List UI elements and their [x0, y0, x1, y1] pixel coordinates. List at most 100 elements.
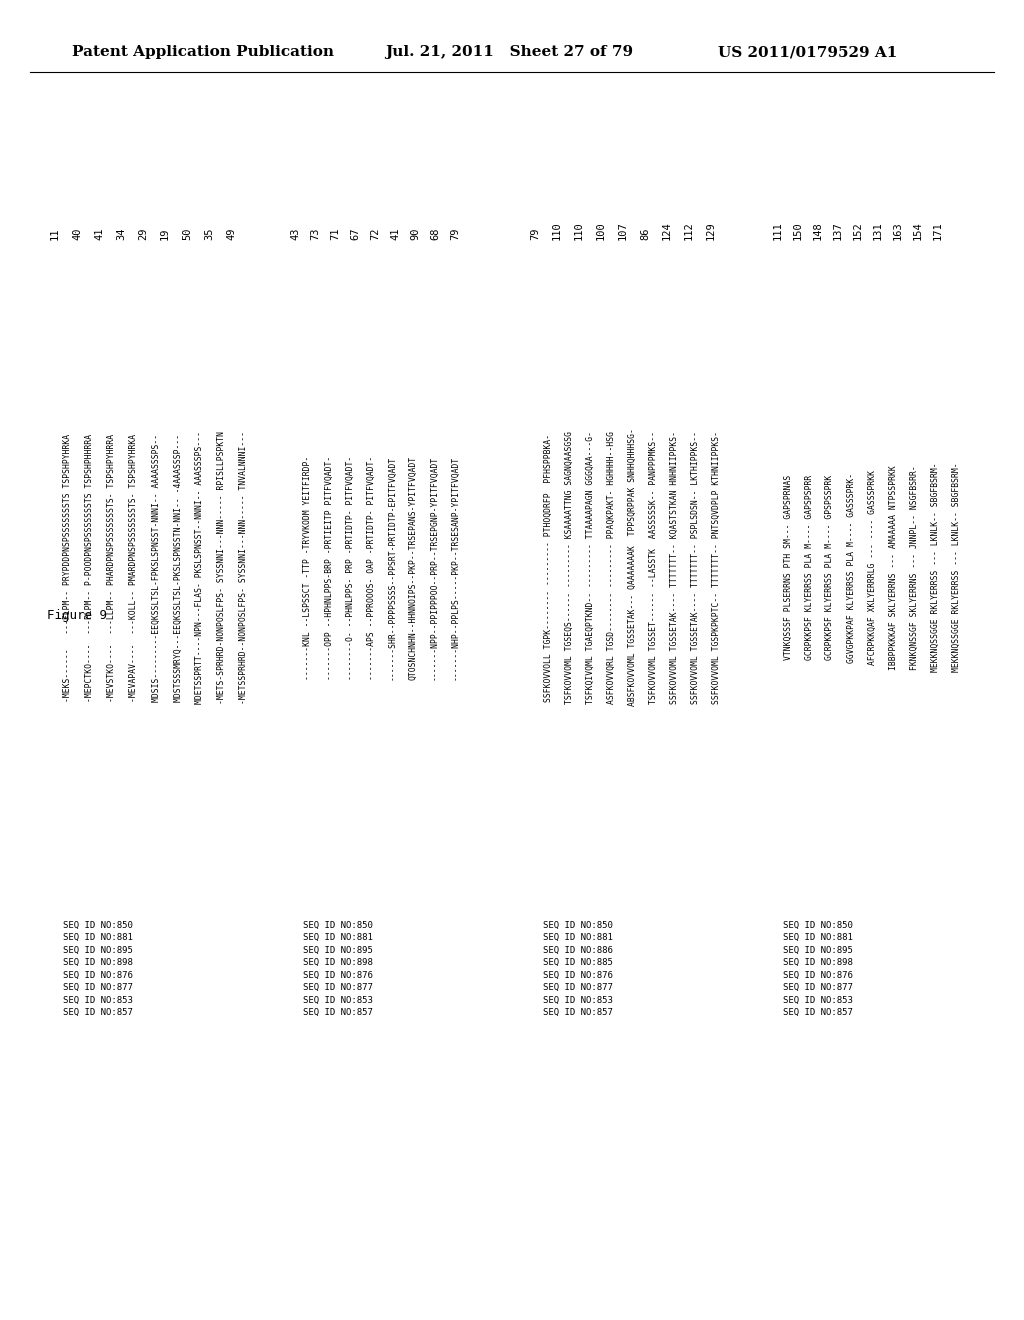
Text: GCRPKKPSF KLYERRSS PLA M---- GPSPSSPRK: GCRPKKPSF KLYERRSS PLA M---- GPSPSSPRK — [825, 475, 835, 660]
Text: TSFKOVVOML TGSEQS------ --------- KSAAAATTNG SAGNQAASGSG: TSFKOVVOML TGSEQS------ --------- KSAAAA… — [564, 432, 573, 704]
Text: SEQ ID NO:853: SEQ ID NO:853 — [543, 995, 613, 1005]
Text: 171: 171 — [933, 222, 943, 240]
Text: 43: 43 — [290, 227, 300, 240]
Text: SEQ ID NO:898: SEQ ID NO:898 — [63, 958, 133, 968]
Text: SEQ ID NO:877: SEQ ID NO:877 — [303, 983, 373, 993]
Text: SEQ ID NO:853: SEQ ID NO:853 — [63, 995, 133, 1005]
Text: 110: 110 — [574, 222, 584, 240]
Text: ABSFKOVVOML TGSSETAK--- QAAAAAAAK  TPPSQRPPAK SNHHQHHHSG-: ABSFKOVVOML TGSSETAK--- QAAAAAAAK TPPSQR… — [628, 429, 637, 706]
Text: -MEVAPAV----  ---KOLL-- PMARDPNSPSSSSSSSTS- TSPSHPYHRKA: -MEVAPAV---- ---KOLL-- PMARDPNSPSSSSSSST… — [129, 433, 138, 701]
Text: 67: 67 — [350, 227, 360, 240]
Text: SSFKOVVOML TGSPKPKPTC-- TTTTTTT-- PNTSQVDPLP KTHNIIPPKS-: SSFKOVVOML TGSPKPKPTC-- TTTTTTT-- PNTSQV… — [712, 432, 721, 704]
Text: Jul. 21, 2011   Sheet 27 of 79: Jul. 21, 2011 Sheet 27 of 79 — [385, 45, 633, 59]
Text: 11: 11 — [50, 227, 60, 240]
Text: 41: 41 — [390, 227, 400, 240]
Text: SSFKOVVOML TGSSETAK---- TTTTTTT-- PSPLSDSN-- LKTHIPPKS--: SSFKOVVOML TGSSETAK---- TTTTTTT-- PSPLSD… — [690, 432, 699, 704]
Text: 163: 163 — [893, 222, 903, 240]
Text: -------NHP--PPLPS-----PKP--TRSESANP-YPITFVQADT: -------NHP--PPLPS-----PKP--TRSESANP-YPIT… — [451, 455, 460, 680]
Text: 152: 152 — [853, 222, 863, 240]
Text: SEQ ID NO:885: SEQ ID NO:885 — [543, 958, 613, 968]
Text: 154: 154 — [913, 222, 923, 240]
Text: SEQ ID NO:898: SEQ ID NO:898 — [303, 958, 373, 968]
Text: 124: 124 — [662, 222, 672, 240]
Text: 34: 34 — [116, 227, 126, 240]
Text: --------O- --PHNLPPS- PRP -PRTIDTP- PITFVQADT-: --------O- --PHNLPPS- PRP -PRTIDTP- PITF… — [345, 455, 354, 680]
Text: SEQ ID NO:895: SEQ ID NO:895 — [63, 945, 133, 954]
Text: QTOSNCHNHN--HHNNOIPS--PKP--TRSEPANS-YPITFVQADT: QTOSNCHNHN--HHNNOIPS--PKP--TRSEPANS-YPIT… — [409, 455, 418, 680]
Text: TSFKQIVQML TGAEQPTKND-- --------- TTAAAAPAGN GGGQAA---G-: TSFKQIVQML TGAEQPTKND-- --------- TTAAAA… — [586, 432, 595, 704]
Text: 86: 86 — [640, 227, 650, 240]
Text: -MEVSTKO----  ---LLPM-- PHARDPNSPSSSSSSSTS- TSPSHPYHRRA: -MEVSTKO---- ---LLPM-- PHARDPNSPSSSSSSST… — [108, 433, 117, 701]
Text: 49: 49 — [226, 227, 236, 240]
Text: SEQ ID NO:850: SEQ ID NO:850 — [303, 920, 373, 929]
Text: MDSTSSSMRYQ---EEQKSSLTSL-PKSLSPNSSTN-NNI-- -4AAASSSP---: MDSTSSSMRYQ---EEQKSSLTSL-PKSLSPNSSTN-NNI… — [173, 433, 182, 701]
Text: SEQ ID NO:850: SEQ ID NO:850 — [783, 920, 853, 929]
Text: 110: 110 — [552, 222, 562, 240]
Text: -METSSPRHRD--NONPOSLFPS- SYSSNNI---NNN----- TNVALNNNI---: -METSSPRHRD--NONPOSLFPS- SYSSNNI---NNN--… — [240, 432, 249, 704]
Text: 129: 129 — [706, 222, 716, 240]
Text: SEQ ID NO:886: SEQ ID NO:886 — [543, 945, 613, 954]
Text: MDETSSPRTT----NPN---FLAS- PKSLSPNSST--NNNI-- AAASSSPS---: MDETSSPRTT----NPN---FLAS- PKSLSPNSST--NN… — [196, 432, 205, 704]
Text: -------NPP--PPIPPPOO--PRP--TRSEPGNP-YPITFVQADT: -------NPP--PPIPPPOO--PRP--TRSEPGNP-YPIT… — [429, 455, 438, 680]
Text: -MEKS------   ---FLPM-- PRYPDDPNSPSSSSSSSTS TSPSHPYHRKA: -MEKS------ ---FLPM-- PRYPDDPNSPSSSSSSST… — [63, 433, 73, 701]
Text: SEQ ID NO:877: SEQ ID NO:877 — [783, 983, 853, 993]
Text: SEQ ID NO:877: SEQ ID NO:877 — [543, 983, 613, 993]
Text: -------APS --PPROOOS- OAP -PRTIDTP- PITFVQADT-: -------APS --PPROOOS- OAP -PRTIDTP- PITF… — [367, 455, 376, 680]
Text: 72: 72 — [370, 227, 380, 240]
Text: Patent Application Publication: Patent Application Publication — [72, 45, 334, 59]
Text: 90: 90 — [410, 227, 420, 240]
Text: -------SHR--PPPPSSSS--PPSRT-PRTIDTP-EPITFVQADT: -------SHR--PPPPSSSS--PPSRT-PRTIDTP-EPIT… — [387, 455, 396, 680]
Text: 73: 73 — [310, 227, 319, 240]
Text: -MEPCTKO----  ---FLPM-- P-POODPNSPSSSSSSSTS TSPSHPHHRRA: -MEPCTKO---- ---FLPM-- P-POODPNSPSSSSSSS… — [85, 433, 94, 701]
Text: SEQ ID NO:876: SEQ ID NO:876 — [543, 970, 613, 979]
Text: SEQ ID NO:857: SEQ ID NO:857 — [63, 1008, 133, 1016]
Text: ASFKOVVQRL TGSD-------- --------- PPAQKPAKT- HGHHHH--HSG: ASFKOVVQRL TGSD-------- --------- PPAQKP… — [606, 432, 615, 704]
Text: 137: 137 — [833, 222, 843, 240]
Text: SEQ ID NO:853: SEQ ID NO:853 — [783, 995, 853, 1005]
Text: Figure 9: Figure 9 — [47, 609, 106, 622]
Text: 111: 111 — [773, 222, 783, 240]
Text: 150: 150 — [793, 222, 803, 240]
Text: MDSIS---------EEQKSSLTSL-FPKSLSPNSST-NNNI-- AAAASSSPS--: MDSIS---------EEQKSSLTSL-FPKSLSPNSST-NNN… — [152, 433, 161, 701]
Text: SEQ ID NO:898: SEQ ID NO:898 — [783, 958, 853, 968]
Text: 41: 41 — [94, 227, 104, 240]
Text: 100: 100 — [596, 222, 606, 240]
Text: GCRPKKPSF KLYERRSS PLA M---- GAPSPSPRR: GCRPKKPSF KLYERRSS PLA M---- GAPSPSPRR — [805, 475, 813, 660]
Text: SSFKOVVOML TGSSETAK---- TTTTTTT-- KQASTSTKAN HNHNIIPPKS-: SSFKOVVOML TGSSETAK---- TTTTTTT-- KQASTS… — [670, 432, 679, 704]
Text: 50: 50 — [182, 227, 193, 240]
Text: 35: 35 — [204, 227, 214, 240]
Text: SEQ ID NO:881: SEQ ID NO:881 — [63, 933, 133, 942]
Text: SEQ ID NO:857: SEQ ID NO:857 — [783, 1008, 853, 1016]
Text: SEQ ID NO:881: SEQ ID NO:881 — [543, 933, 613, 942]
Text: -------KNL --LSPSSCT -TTP -TRYVKODM YEITFIRDP-: -------KNL --LSPSSCT -TTP -TRYVKODM YEIT… — [303, 455, 312, 680]
Text: VTNKQSSSF PLSERRNS PTH SM--- GAPSPRNAS: VTNKQSSSF PLSERRNS PTH SM--- GAPSPRNAS — [783, 475, 793, 660]
Text: SEQ ID NO:857: SEQ ID NO:857 — [543, 1008, 613, 1016]
Text: 107: 107 — [618, 222, 628, 240]
Text: 79: 79 — [530, 227, 540, 240]
Text: SEQ ID NO:876: SEQ ID NO:876 — [783, 970, 853, 979]
Text: AFCRPKKQAF XKLYERRRLG --- ---- GASSSPRKK: AFCRPKKQAF XKLYERRRLG --- ---- GASSSPRKK — [867, 470, 877, 665]
Text: MEKKNQSSGGE RKLYERRSS --- LKNLK-- SBGFBSRM-: MEKKNQSSGGE RKLYERRSS --- LKNLK-- SBGFBS… — [931, 463, 939, 672]
Text: 68: 68 — [430, 227, 440, 240]
Text: 29: 29 — [138, 227, 148, 240]
Text: SEQ ID NO:853: SEQ ID NO:853 — [303, 995, 373, 1005]
Text: SEQ ID NO:877: SEQ ID NO:877 — [63, 983, 133, 993]
Text: US 2011/0179529 A1: US 2011/0179529 A1 — [718, 45, 897, 59]
Text: GGVGPKKPAF KLYERRSS PLA M---- GASSSPRK-: GGVGPKKPAF KLYERRSS PLA M---- GASSSPRK- — [847, 473, 855, 663]
Text: 19: 19 — [160, 227, 170, 240]
Text: 148: 148 — [813, 222, 823, 240]
Text: 71: 71 — [330, 227, 340, 240]
Text: SEQ ID NO:876: SEQ ID NO:876 — [63, 970, 133, 979]
Text: SEQ ID NO:881: SEQ ID NO:881 — [783, 933, 853, 942]
Text: SEQ ID NO:895: SEQ ID NO:895 — [783, 945, 853, 954]
Text: SEQ ID NO:857: SEQ ID NO:857 — [303, 1008, 373, 1016]
Text: IBBPPKKKAF SKLYERRNS --- AMAAAAA NTPSSPRKK: IBBPPKKKAF SKLYERRNS --- AMAAAAA NTPSSPR… — [889, 465, 897, 669]
Text: 40: 40 — [72, 227, 82, 240]
Text: -------OPP --HPHNLPPS-BRP -PRTIEITP PITFVQADT-: -------OPP --HPHNLPPS-BRP -PRTIEITP PITF… — [325, 455, 334, 680]
Text: SEQ ID NO:850: SEQ ID NO:850 — [63, 920, 133, 929]
Text: SEQ ID NO:876: SEQ ID NO:876 — [303, 970, 373, 979]
Text: 131: 131 — [873, 222, 883, 240]
Text: -METS-SPRHRD-NONPOSLFPS- SYSSNNI---NNN----- RPISLLPSPKTN: -METS-SPRHRD-NONPOSLFPS- SYSSNNI---NNN--… — [217, 432, 226, 704]
Text: TSFKOVVOML TGSSET------ --LASSTK  AASSSSSK-- PANPPPMKS--: TSFKOVVOML TGSSET------ --LASSTK AASSSSS… — [648, 432, 657, 704]
Text: 79: 79 — [450, 227, 460, 240]
